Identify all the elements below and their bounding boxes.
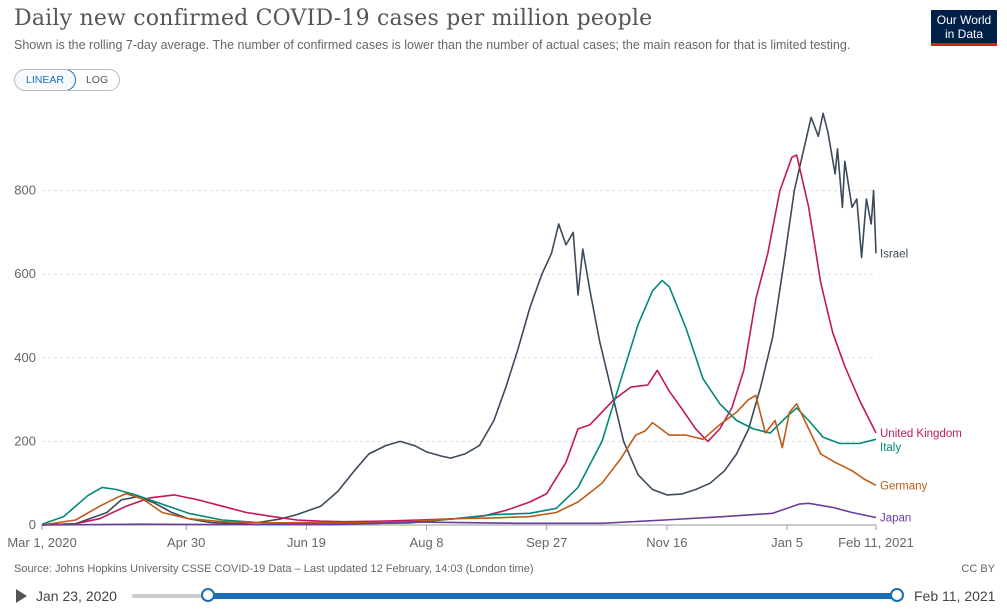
series-line-israel[interactable]: [41, 112, 877, 526]
y-tick-label: 0: [29, 517, 36, 532]
timeline-end-label: Feb 11, 2021: [914, 588, 996, 604]
chart-title: Daily new confirmed COVID-19 cases per m…: [14, 6, 653, 31]
series-label-germany[interactable]: Germany: [880, 480, 928, 492]
x-tick-label: Mar 1, 2020: [7, 535, 76, 550]
x-tick-label: Nov 16: [646, 535, 687, 550]
play-icon[interactable]: [16, 589, 27, 603]
series-line-italy[interactable]: [41, 279, 877, 525]
y-tick-label: 800: [14, 183, 36, 198]
timeline-start-label: Jan 23, 2020: [36, 588, 117, 604]
series-label-israel[interactable]: Israel: [880, 248, 908, 260]
series-line-germany[interactable]: [41, 394, 877, 526]
license-link[interactable]: CC BY: [961, 563, 995, 575]
series-label-united-kingdom[interactable]: United Kingdom: [880, 428, 962, 440]
logo-line-1: Our World: [936, 13, 992, 27]
y-tick-label: 400: [14, 350, 36, 365]
x-tick-label: Apr 30: [167, 535, 205, 550]
x-tick-label: Jun 19: [287, 535, 326, 550]
x-tick-label: Sep 27: [526, 535, 567, 550]
scale-toggle: LINEAR LOG: [14, 69, 121, 91]
x-tick-label: Aug 8: [410, 535, 444, 550]
line-chart[interactable]: 0 200 400 600 800 Mar 1, 2020 Apr 30 Jun 19 Aug …: [0, 95, 1007, 555]
series-label-japan[interactable]: Japan: [880, 512, 911, 524]
owid-logo[interactable]: Our World in Data: [931, 10, 997, 46]
y-tick-label: 200: [14, 433, 36, 448]
x-tick-label: Feb 11, 2021: [838, 535, 914, 550]
x-tick-label: Jan 5: [771, 535, 803, 550]
timeline-start-handle[interactable]: [201, 588, 215, 602]
source-note[interactable]: Source: Johns Hopkins University CSSE CO…: [14, 563, 534, 575]
timeline-slider[interactable]: Jan 23, 2020 Feb 11, 2021: [0, 585, 1007, 607]
log-scale-button[interactable]: LOG: [85, 74, 109, 86]
series-label-italy[interactable]: Italy: [880, 442, 901, 454]
timeline-selected-range: [208, 593, 897, 599]
chart-subtitle: Shown is the rolling 7-day average. The …: [14, 38, 851, 52]
linear-scale-button[interactable]: LINEAR: [15, 70, 76, 90]
logo-line-2: in Data: [944, 27, 984, 41]
timeline-end-handle[interactable]: [890, 588, 904, 602]
series-line-japan[interactable]: [41, 502, 877, 526]
y-tick-label: 600: [14, 266, 36, 281]
series-line-united-kingdom[interactable]: [41, 154, 877, 526]
